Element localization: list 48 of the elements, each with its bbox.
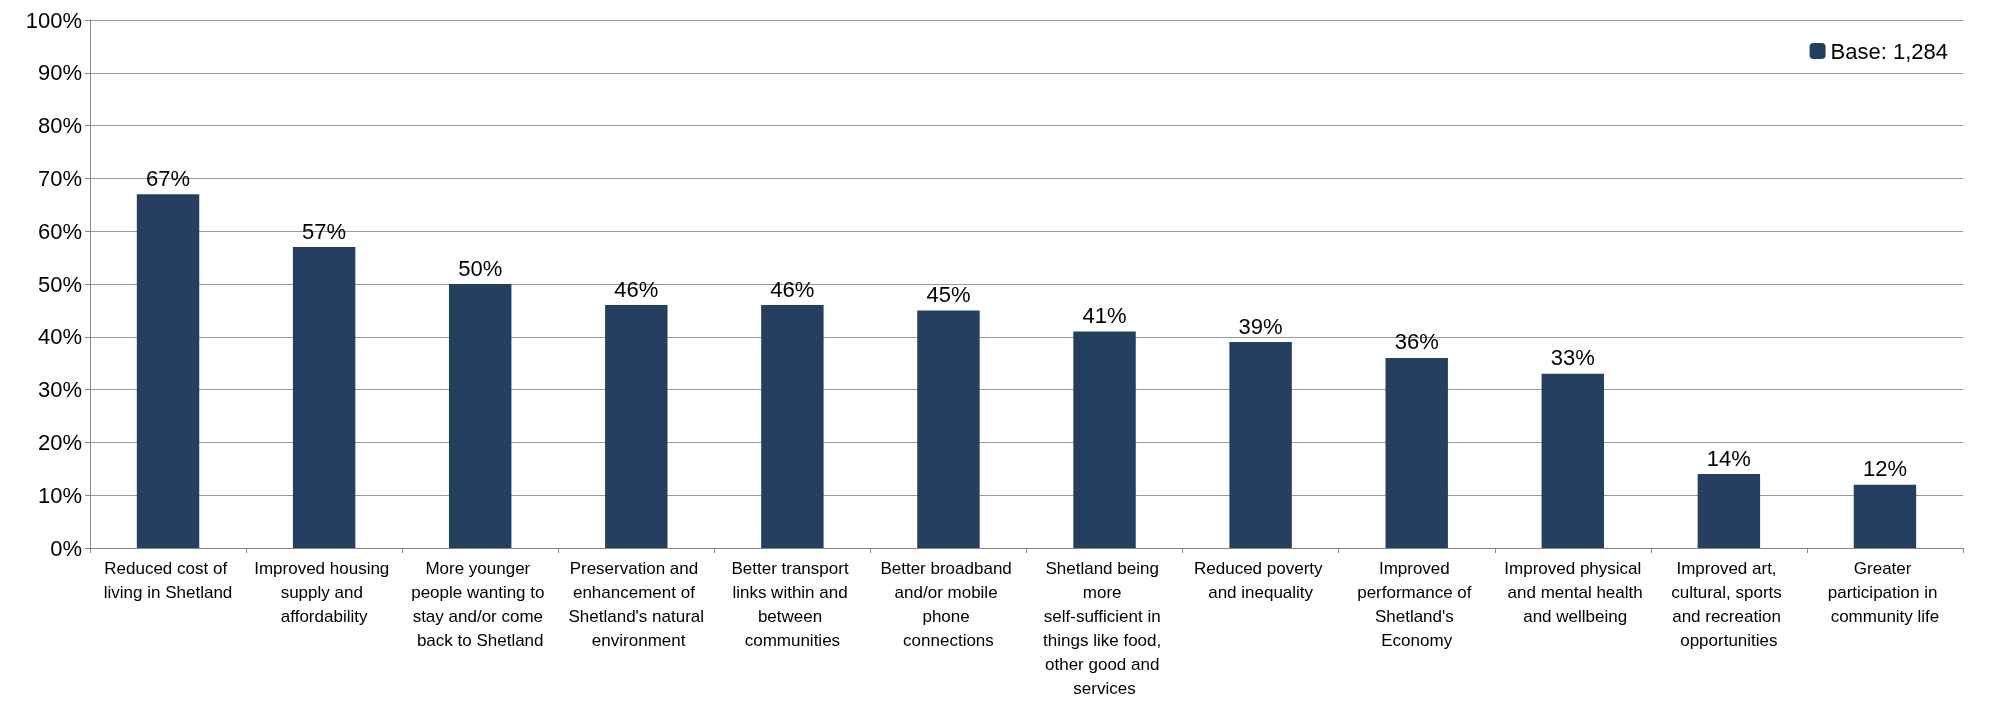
x-tick-label: Reduced cost of living in Shetland xyxy=(103,558,233,602)
text: 50% xyxy=(458,255,503,281)
bar xyxy=(136,194,200,548)
bar xyxy=(605,305,668,548)
bar xyxy=(1385,357,1448,548)
x-tick-label: More younger people wanting to stay and/or come back to Shetland xyxy=(411,558,550,650)
bar xyxy=(917,310,980,548)
x-tick-label: Improved art, cultural, sports and recreation opportunities xyxy=(1671,558,1787,650)
y-tick-label: 100% xyxy=(25,7,82,33)
y-tick-label: 60% xyxy=(37,218,82,244)
text: 14% xyxy=(1706,445,1751,471)
x-tick-label: Preservation and enhancement of Shetland's natural environment xyxy=(568,558,705,650)
text: 33% xyxy=(1550,345,1595,371)
text: 39% xyxy=(1238,313,1283,339)
y-tick-label: 0% xyxy=(50,535,82,561)
text: 41% xyxy=(1082,303,1127,329)
y-tick-label: 30% xyxy=(37,377,82,403)
y-tick-label: 50% xyxy=(37,271,82,297)
legend-label: Base: 1,284 xyxy=(1830,38,1949,64)
bar xyxy=(1853,484,1917,548)
text: 46% xyxy=(614,276,659,302)
y-tick-label: 70% xyxy=(37,165,82,191)
bar xyxy=(448,284,512,548)
y-tick-label: 90% xyxy=(37,60,82,86)
x-tick-label: Reduced poverty and inequality xyxy=(1194,558,1328,602)
x-tick-label: Improved housing supply and affordability xyxy=(254,558,395,626)
text: 46% xyxy=(770,276,815,302)
bar xyxy=(1697,474,1761,548)
x-tick-label: Improved physical and mental health and wellbeing xyxy=(1502,558,1643,626)
y-tick-label: 80% xyxy=(37,113,82,139)
x-tick-label: Better broadband and/or mobile phone connections xyxy=(880,558,1017,650)
y-tick-label: 20% xyxy=(37,429,82,455)
x-tick-label: Improved performance of Shetland's Economy xyxy=(1357,558,1477,650)
x-tick-label: Shetland being more self-sufficient in things like food, other good and services xyxy=(1043,558,1166,698)
text: 67% xyxy=(146,165,191,191)
x-tick-label: Better transport links within and between communities xyxy=(731,558,854,650)
bar xyxy=(1229,342,1292,548)
bar xyxy=(292,247,356,548)
y-tick-label: 10% xyxy=(37,482,82,508)
bar xyxy=(761,305,824,548)
y-tick-label: 40% xyxy=(37,324,82,350)
text: 57% xyxy=(302,218,347,244)
bar xyxy=(1541,373,1605,548)
bar xyxy=(1073,331,1136,548)
text: 36% xyxy=(1394,329,1439,355)
text: 45% xyxy=(926,281,971,307)
x-tick-label: Greater participation in community life xyxy=(1827,558,1943,626)
text: 12% xyxy=(1862,456,1907,482)
